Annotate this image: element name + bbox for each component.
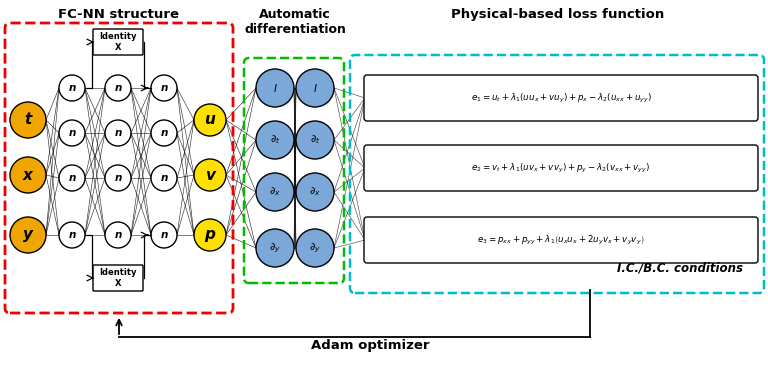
- Circle shape: [105, 165, 131, 191]
- FancyBboxPatch shape: [93, 29, 143, 55]
- Circle shape: [105, 222, 131, 248]
- Circle shape: [256, 69, 294, 107]
- Text: n: n: [114, 83, 121, 93]
- Circle shape: [151, 165, 177, 191]
- Text: u: u: [204, 113, 216, 128]
- Circle shape: [296, 69, 334, 107]
- Text: n: n: [114, 230, 121, 240]
- Text: $e_2 = v_t + \lambda_1\left(uv_x + vv_y\right) + p_y - \lambda_2\left(v_{xx} + v: $e_2 = v_t + \lambda_1\left(uv_x + vv_y\…: [472, 162, 650, 175]
- Circle shape: [59, 222, 85, 248]
- Circle shape: [151, 75, 177, 101]
- Text: n: n: [68, 128, 76, 138]
- Text: t: t: [25, 113, 31, 128]
- Circle shape: [59, 120, 85, 146]
- Circle shape: [105, 120, 131, 146]
- Circle shape: [194, 104, 226, 136]
- Text: n: n: [161, 230, 167, 240]
- Text: n: n: [68, 230, 76, 240]
- FancyBboxPatch shape: [93, 265, 143, 291]
- Text: Automatic
differentiation: Automatic differentiation: [244, 8, 346, 36]
- Text: n: n: [161, 128, 167, 138]
- Text: $\partial_y$: $\partial_y$: [309, 241, 321, 255]
- Circle shape: [296, 173, 334, 211]
- Text: n: n: [161, 83, 167, 93]
- Text: $\partial_t$: $\partial_t$: [310, 134, 320, 146]
- Text: Adam optimizer: Adam optimizer: [311, 338, 429, 352]
- Text: $\partial_x$: $\partial_x$: [269, 186, 281, 199]
- FancyBboxPatch shape: [364, 75, 758, 121]
- Text: Identity
X: Identity X: [99, 268, 137, 288]
- Text: $I$: $I$: [313, 82, 317, 94]
- Circle shape: [256, 121, 294, 159]
- Text: n: n: [161, 173, 167, 183]
- Circle shape: [194, 219, 226, 251]
- Text: $e_1 = u_t + \lambda_1\left(uu_x + vu_y\right) + p_x - \lambda_2\left(u_{xx} + u: $e_1 = u_t + \lambda_1\left(uu_x + vu_y\…: [471, 92, 651, 104]
- Text: n: n: [114, 173, 121, 183]
- Circle shape: [296, 121, 334, 159]
- Text: $I$: $I$: [273, 82, 277, 94]
- Circle shape: [59, 75, 85, 101]
- Circle shape: [194, 159, 226, 191]
- FancyBboxPatch shape: [364, 217, 758, 263]
- Text: $\partial_y$: $\partial_y$: [269, 241, 281, 255]
- Circle shape: [10, 102, 46, 138]
- Circle shape: [256, 173, 294, 211]
- Text: FC-NN structure: FC-NN structure: [58, 8, 180, 21]
- Text: p: p: [204, 228, 216, 242]
- Circle shape: [296, 229, 334, 267]
- Circle shape: [256, 229, 294, 267]
- Text: I.C./B.C. conditions: I.C./B.C. conditions: [617, 262, 743, 275]
- Circle shape: [105, 75, 131, 101]
- FancyBboxPatch shape: [364, 145, 758, 191]
- Text: Identity
X: Identity X: [99, 32, 137, 52]
- Circle shape: [151, 222, 177, 248]
- Circle shape: [10, 157, 46, 193]
- Circle shape: [10, 217, 46, 253]
- Text: y: y: [23, 228, 33, 242]
- Text: $\partial_t$: $\partial_t$: [270, 134, 280, 146]
- Circle shape: [151, 120, 177, 146]
- Text: n: n: [68, 83, 76, 93]
- Circle shape: [59, 165, 85, 191]
- Text: v: v: [205, 168, 215, 183]
- Text: $e_3 = p_{xx} + p_{yy} + \lambda_1\left(u_xu_x + 2u_yv_x + v_yv_y\right)$: $e_3 = p_{xx} + p_{yy} + \lambda_1\left(…: [477, 234, 644, 246]
- Text: $\partial_x$: $\partial_x$: [309, 186, 321, 199]
- Text: n: n: [68, 173, 76, 183]
- Text: Physical-based loss function: Physical-based loss function: [452, 8, 664, 21]
- Text: n: n: [114, 128, 121, 138]
- Text: x: x: [23, 168, 33, 183]
